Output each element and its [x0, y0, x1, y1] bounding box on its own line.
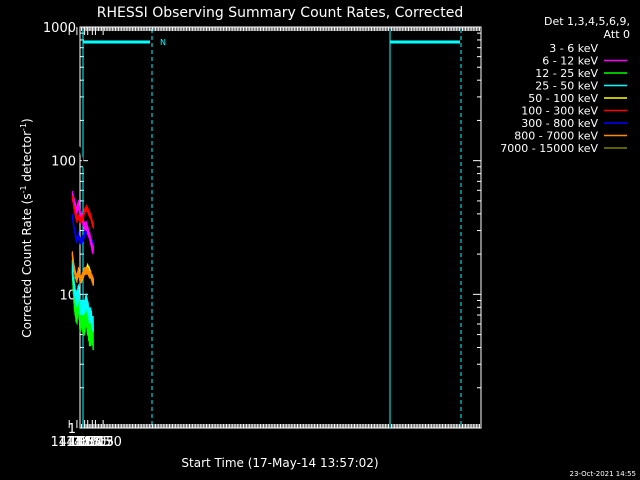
x-tick-label: 14:30 — [66, 435, 103, 450]
y-axis-title: Corrected Count Rate (s-1 detector-1) — [19, 118, 34, 337]
legend-header: Att 0 — [604, 28, 630, 41]
series-line — [71, 195, 94, 229]
y-axis-title-main: Corrected Count Rate (s — [20, 193, 34, 337]
y-axis-title-close: ) — [20, 118, 34, 123]
legend-entry-label: 25 - 50 keV — [535, 80, 598, 93]
svg-text:Corrected Count Rate (s-1 dete: Corrected Count Rate (s-1 detector-1) — [19, 118, 34, 337]
legend-entry-label: 50 - 100 keV — [528, 92, 598, 105]
x-tick-label: 14:00 — [50, 435, 87, 450]
x-axis-title: Start Time (17-May-14 13:57:02) — [181, 456, 378, 470]
legend-entry-label: 12 - 25 keV — [535, 67, 598, 80]
series-line — [71, 190, 94, 255]
legend-header: Det 1,3,4,5,6,9, — [544, 15, 630, 28]
timestamp: 23-Oct-2021 14:55 — [570, 470, 636, 478]
x-tick-label: 14:45 — [74, 435, 111, 450]
x-tick-label: 15:15 — [77, 435, 114, 450]
plot-area: 1 10 100 1000 14:0014:1514:3014:4515:0015:15… — [43, 21, 482, 450]
series-line — [71, 259, 94, 332]
legend-entry-label: 800 - 7000 keV — [514, 130, 598, 143]
legend-entry-label: 100 - 300 keV — [521, 105, 598, 118]
y-axis-title-exp1: -1 — [19, 185, 28, 193]
y-tick-label: 1000 — [43, 21, 76, 36]
x-tick-label: 14:15 — [58, 435, 95, 450]
x-tick-label: 15:30 — [84, 435, 121, 450]
x-tick-label: 15:00 — [69, 435, 106, 450]
series-line — [71, 136, 94, 186]
legend-entry-label: 300 - 800 keV — [521, 117, 598, 130]
legend-entry-label: 3 - 6 keV — [549, 42, 598, 55]
legend-entry-label: 7000 - 15000 keV — [500, 142, 598, 155]
y-axis-title-mid: detector — [20, 131, 34, 186]
plot-frame — [79, 26, 482, 429]
flag-label: N — [160, 38, 166, 47]
y-tick-label: 100 — [51, 155, 76, 170]
y-axis-title-exp2: -1 — [19, 123, 28, 131]
series-line — [71, 251, 94, 286]
chart-title: RHESSI Observing Summary Count Rates, Co… — [97, 5, 463, 21]
y-tick-label: 1 — [68, 422, 76, 437]
legend-entry-label: 6 - 12 keV — [542, 55, 598, 68]
y-tick-label: 10 — [59, 288, 76, 303]
